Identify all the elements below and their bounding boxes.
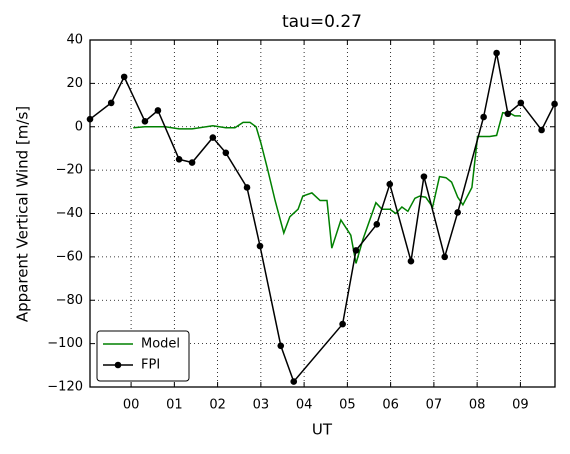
y-axis-label: Apparent Vertical Wind [m/s] <box>14 106 32 322</box>
legend-label: Model <box>141 337 180 352</box>
data-point <box>141 118 149 125</box>
data-point <box>243 184 251 191</box>
x-tick-label: 07 <box>426 398 443 413</box>
data-point <box>493 49 500 57</box>
y-tick-label: 20 <box>66 76 83 91</box>
data-point <box>222 149 230 157</box>
data-point <box>154 107 162 114</box>
data-point <box>373 221 381 228</box>
x-tick-label: 06 <box>382 398 399 413</box>
y-tick-label: −100 <box>47 336 83 351</box>
data-point <box>352 247 360 254</box>
x-tick-label: 08 <box>469 398 486 413</box>
y-tick-label: −60 <box>56 249 83 264</box>
y-tick-label: −20 <box>56 163 83 178</box>
x-tick-label: 00 <box>123 398 140 413</box>
x-axis-label: UT <box>312 421 333 439</box>
y-tick-label: −120 <box>47 380 83 395</box>
data-point <box>188 159 196 166</box>
data-point <box>175 155 183 163</box>
data-point <box>504 110 512 118</box>
data-point <box>107 99 115 107</box>
data-point <box>386 180 394 188</box>
data-point <box>290 378 298 385</box>
data-point <box>480 113 487 121</box>
legend: Model FPI <box>96 330 190 382</box>
y-tick-label: −80 <box>56 293 83 308</box>
data-point <box>209 134 217 141</box>
legend-marker <box>114 361 122 369</box>
data-point <box>339 320 346 328</box>
data-point <box>441 253 448 261</box>
data-point <box>454 209 461 216</box>
series-line <box>133 111 521 264</box>
data-point <box>120 73 128 81</box>
y-tick-label: 40 <box>66 33 83 48</box>
x-tick-label: 04 <box>296 398 313 413</box>
y-tick-label: −40 <box>56 206 83 221</box>
legend-label: FPI <box>141 358 160 373</box>
data-point <box>517 99 525 107</box>
chart-title: tau=0.27 <box>282 12 362 32</box>
x-tick-label: 02 <box>209 398 226 413</box>
data-point <box>407 257 415 265</box>
y-tick-label: 0 <box>75 119 83 134</box>
data-point <box>420 173 428 180</box>
data-point <box>538 126 545 134</box>
x-tick-label: 01 <box>166 398 183 413</box>
data-point <box>256 242 264 250</box>
data-point <box>277 342 285 350</box>
x-tick-label: 03 <box>253 398 270 413</box>
x-tick-label: 09 <box>512 398 529 413</box>
x-tick-label: 05 <box>339 398 356 413</box>
plot-frame <box>89 39 556 388</box>
